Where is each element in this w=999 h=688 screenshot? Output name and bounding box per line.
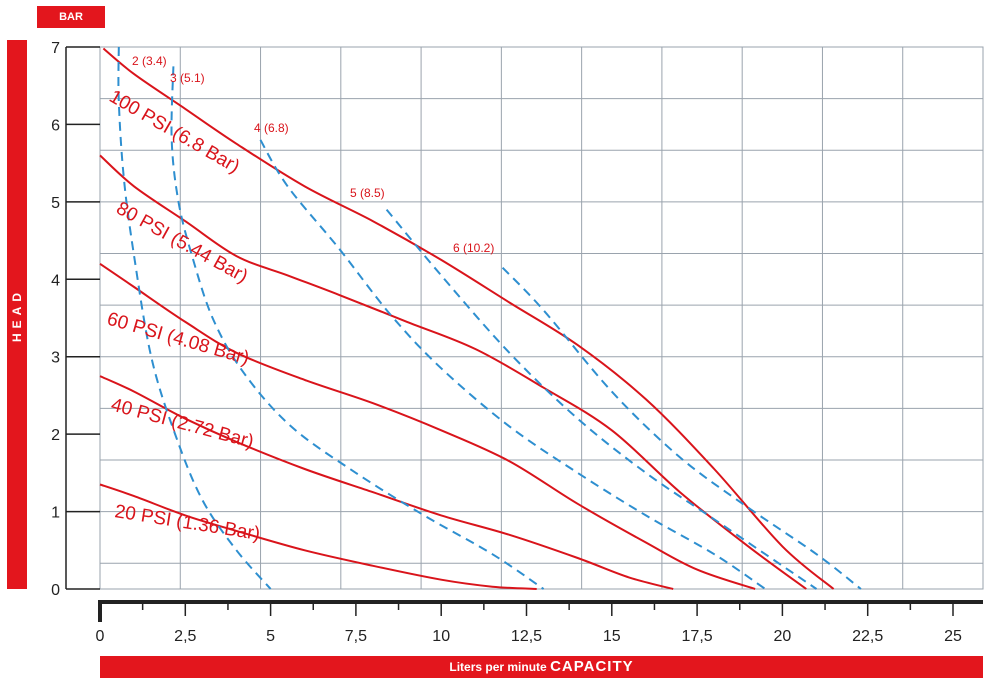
x-tick-label: 5: [266, 628, 275, 645]
x-axis-label-prefix: Liters per minute: [449, 660, 547, 674]
axes: 0 1 2 3 4 5 6 7 0 2,5 5 7,5 10 12,5 15 17,5 20 22,5 25: [51, 40, 983, 645]
air-line-label: 6 (10.2): [453, 241, 494, 255]
air-consumption-line: [170, 66, 545, 590]
pressure-curve-label: 40 PSI (2.72 Bar): [109, 395, 256, 453]
grid: [99, 46, 984, 590]
x-tick-label: 22,5: [852, 628, 883, 645]
pressure-curve: [99, 375, 674, 590]
series-layer: [99, 46, 862, 590]
annotation-layer: 100 PSI (6.8 Bar)80 PSI (5.44 Bar)60 PSI…: [105, 54, 495, 545]
x-axis-label-emphasis: CAPACITY: [550, 658, 634, 675]
x-tick-label: 25: [944, 628, 962, 645]
y-tick-label: 2: [51, 427, 60, 444]
y-tick-label: 0: [51, 582, 60, 599]
grid-border: [99, 46, 984, 590]
pressure-curve: [99, 154, 807, 590]
x-tick-label: 20: [774, 628, 792, 645]
y-tick-label: 6: [51, 117, 60, 134]
x-tick-label: 15: [603, 628, 621, 645]
y-tick-label: 3: [51, 350, 60, 367]
pressure-curve: [99, 262, 756, 590]
air-consumption-line: [385, 208, 818, 590]
y-tick-label: 7: [51, 40, 60, 57]
unit-badge-label: BAR: [59, 11, 83, 23]
air-line-label: 5 (8.5): [350, 186, 385, 200]
y-tick-label: 1: [51, 505, 60, 522]
air-consumption-line: [117, 46, 272, 590]
pressure-curve: [99, 483, 537, 590]
x-tick-label: 0: [96, 628, 105, 645]
x-tick-label: 17,5: [682, 628, 713, 645]
x-tick-label: 7,5: [345, 628, 367, 645]
air-line-label: 2 (3.4): [132, 54, 167, 68]
air-line-label: 3 (5.1): [170, 71, 205, 85]
pressure-curve: [102, 47, 835, 590]
y-axis-side-bar: HEAD: [7, 40, 27, 589]
y-tick-label: 5: [51, 195, 60, 212]
pressure-curve-label: 100 PSI (6.8 Bar): [106, 86, 244, 178]
air-line-label: 4 (6.8): [254, 121, 289, 135]
unit-badge: BAR: [37, 6, 105, 28]
x-tick-label: 2,5: [174, 628, 196, 645]
x-tick-label: 12,5: [511, 628, 542, 645]
x-axis-bottom-bar: Liters per minute CAPACITY: [100, 656, 983, 678]
air-consumption-line: [501, 267, 862, 590]
pressure-curve-label: 20 PSI (1.36 Bar): [113, 501, 261, 545]
pressure-curve-label: 80 PSI (5.44 Bar): [113, 198, 252, 288]
y-tick-label: 4: [51, 272, 60, 289]
x-tick-label: 10: [432, 628, 450, 645]
air-consumption-line: [259, 139, 766, 590]
